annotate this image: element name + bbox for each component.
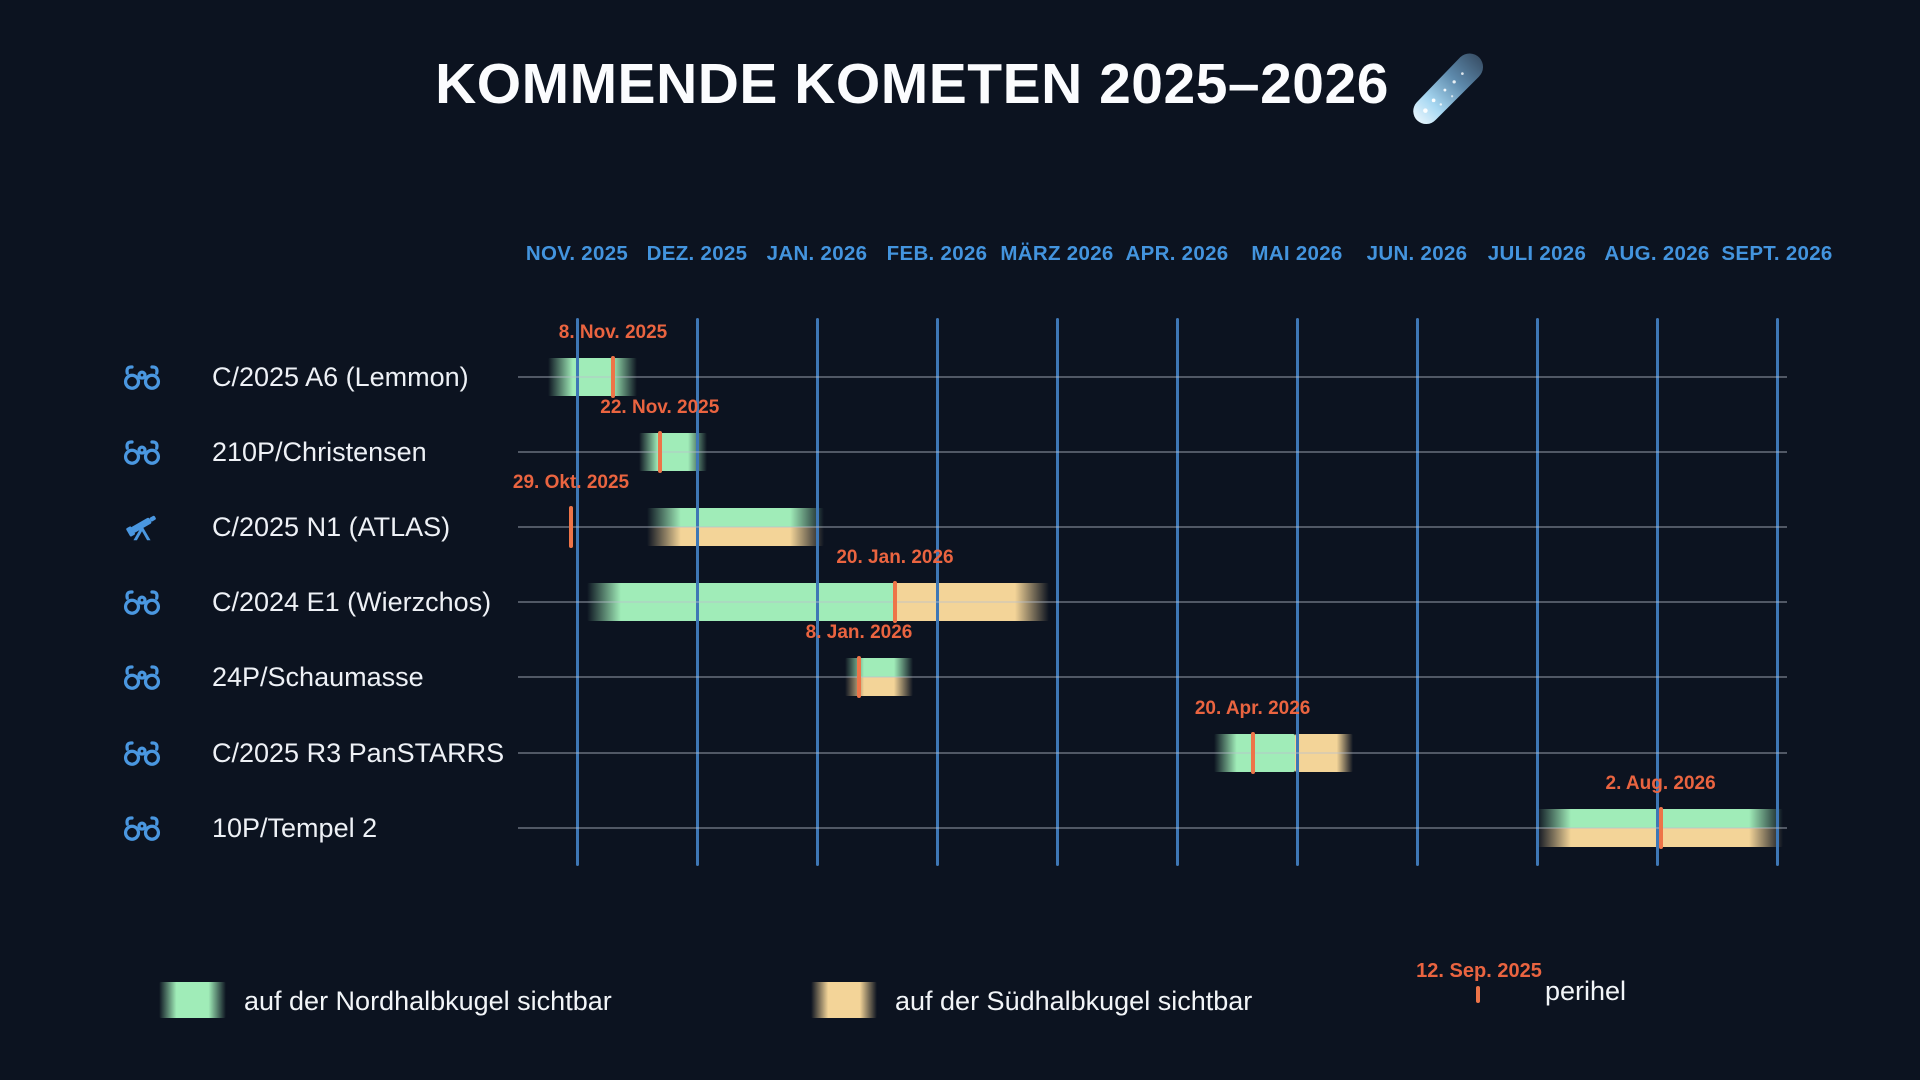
month-label: NOV. 2025 xyxy=(525,242,629,265)
month-label: DEZ. 2025 xyxy=(646,242,748,265)
perihelion-marker xyxy=(611,356,615,398)
month-label: MAI 2026 xyxy=(1251,242,1343,265)
row-gridline xyxy=(518,676,1787,678)
month-label: FEB. 2026 xyxy=(886,242,988,265)
row-gridline xyxy=(518,827,1787,829)
perihelion-date-label: 8. Nov. 2025 xyxy=(558,322,668,343)
telescope-icon xyxy=(120,510,164,544)
row-gridline xyxy=(518,601,1787,603)
comet-name: C/2024 E1 (Wierzchos) xyxy=(212,587,492,617)
visibility-bar-south xyxy=(1294,734,1354,772)
legend-swatch-south xyxy=(811,982,877,1018)
comet-name: 210P/Christensen xyxy=(212,437,427,467)
legend-perihel-tick xyxy=(1476,986,1480,1003)
visibility-bar-north xyxy=(639,433,707,471)
month-gridline xyxy=(1175,318,1179,866)
binoculars-icon xyxy=(120,435,164,469)
legend-perihel-date: 12. Sep. 2025 xyxy=(1416,960,1542,982)
month-label: JUN. 2026 xyxy=(1366,242,1468,265)
perihelion-date-label: 22. Nov. 2025 xyxy=(600,397,720,418)
binoculars-icon xyxy=(120,736,164,770)
month-gridline xyxy=(695,318,699,866)
legend-label-north: auf der Nordhalbkugel sichtbar xyxy=(244,986,612,1016)
comet-emoji-icon xyxy=(1413,53,1483,125)
visibility-bar-south xyxy=(895,583,1049,621)
month-gridline xyxy=(935,318,939,866)
perihelion-marker xyxy=(857,656,861,698)
month-gridline xyxy=(1295,318,1299,866)
visibility-bar-both xyxy=(844,658,913,696)
perihelion-date-label: 20. Jan. 2026 xyxy=(836,547,954,568)
title-row: KOMMENDE KOMETEN 2025–2026 xyxy=(0,44,1920,125)
binoculars-icon xyxy=(120,660,164,694)
perihelion-marker xyxy=(1250,732,1255,774)
month-gridline xyxy=(815,318,819,866)
visibility-bar-north xyxy=(548,358,637,396)
comet-name: 24P/Schaumasse xyxy=(212,662,424,692)
legend-label-south: auf der Südhalbkugel sichtbar xyxy=(895,986,1253,1016)
row-gridline xyxy=(518,526,1787,528)
comet-name: 10P/Tempel 2 xyxy=(212,813,378,843)
visibility-bar-north xyxy=(586,583,895,621)
month-gridline xyxy=(1535,318,1539,866)
month-label: JAN. 2026 xyxy=(766,242,868,265)
comet-name: C/2025 N1 (ATLAS) xyxy=(212,512,451,542)
bar-north-half xyxy=(844,658,913,677)
month-gridline xyxy=(575,318,579,866)
month-gridline xyxy=(1775,318,1779,866)
perihelion-date-label: 29. Okt. 2025 xyxy=(512,472,630,493)
row-gridline xyxy=(518,752,1787,754)
month-gridline xyxy=(1415,318,1419,866)
month-label: JULI 2026 xyxy=(1487,242,1587,265)
month-gridline xyxy=(1655,318,1659,866)
perihelion-marker xyxy=(893,581,897,623)
month-label: AUG. 2026 xyxy=(1604,242,1710,265)
legend-swatch-north xyxy=(159,982,226,1018)
bar-south-half xyxy=(646,527,825,546)
perihelion-marker xyxy=(1658,807,1663,849)
perihelion-marker xyxy=(657,431,662,473)
perihelion-date-label: 20. Apr. 2026 xyxy=(1194,698,1311,719)
perihelion-marker xyxy=(569,506,573,548)
binoculars-icon xyxy=(120,585,164,619)
binoculars-icon xyxy=(120,360,164,394)
perihelion-date-label: 8. Jan. 2026 xyxy=(805,622,913,643)
row-gridline xyxy=(518,376,1787,378)
month-label: APR. 2026 xyxy=(1125,242,1229,265)
bar-north-half xyxy=(646,508,825,527)
comet-name: C/2025 R3 PanSTARRS xyxy=(212,738,505,768)
binoculars-icon xyxy=(120,811,164,845)
perihelion-date-label: 2. Aug. 2026 xyxy=(1605,773,1716,794)
bar-south-half xyxy=(844,677,913,696)
legend-perihel-label: perihel xyxy=(1545,976,1627,1006)
comet-name: C/2025 A6 (Lemmon) xyxy=(212,362,469,392)
page-title: KOMMENDE KOMETEN 2025–2026 xyxy=(435,52,1389,116)
month-label: SEPT. 2026 xyxy=(1721,242,1833,265)
row-gridline xyxy=(518,451,1787,453)
month-gridline xyxy=(1055,318,1059,866)
visibility-bar-both xyxy=(646,508,825,546)
month-label: MÄRZ 2026 xyxy=(1000,242,1114,265)
